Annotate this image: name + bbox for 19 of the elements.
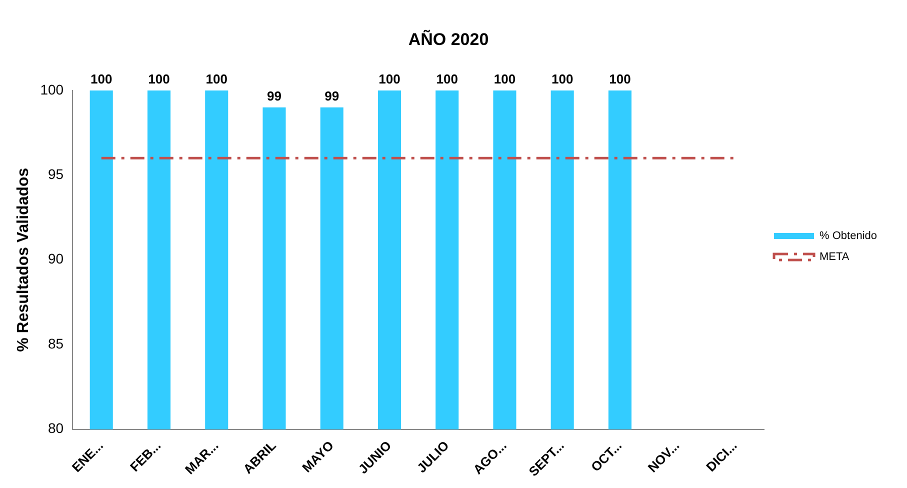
y-tick-label: 95 (48, 166, 64, 182)
y-tick-label: 80 (48, 420, 64, 436)
data-label: 100 (609, 71, 631, 86)
data-label: 99 (267, 88, 282, 104)
y-axis-title: % Resultados Validados (15, 168, 32, 352)
data-label: 100 (436, 71, 458, 86)
legend-label: % Obtenido (820, 230, 878, 242)
y-tick-label: 90 (48, 250, 64, 267)
y-tick-label: 85 (48, 335, 64, 352)
data-label: 100 (551, 71, 574, 86)
legend-label: META (820, 251, 850, 264)
chart-title: AÑO 2020 (408, 28, 489, 49)
data-label: 100 (378, 71, 400, 86)
data-label: 100 (90, 71, 112, 86)
data-label: 100 (494, 71, 516, 86)
y-tick-label: 100 (40, 81, 64, 98)
data-label: 100 (206, 71, 228, 86)
data-label: 99 (324, 88, 340, 104)
data-label: 100 (148, 71, 170, 86)
